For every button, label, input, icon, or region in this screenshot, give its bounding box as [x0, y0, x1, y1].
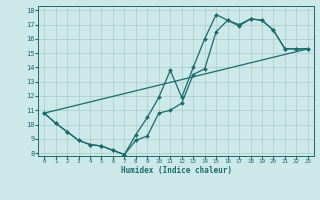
- X-axis label: Humidex (Indice chaleur): Humidex (Indice chaleur): [121, 166, 231, 175]
